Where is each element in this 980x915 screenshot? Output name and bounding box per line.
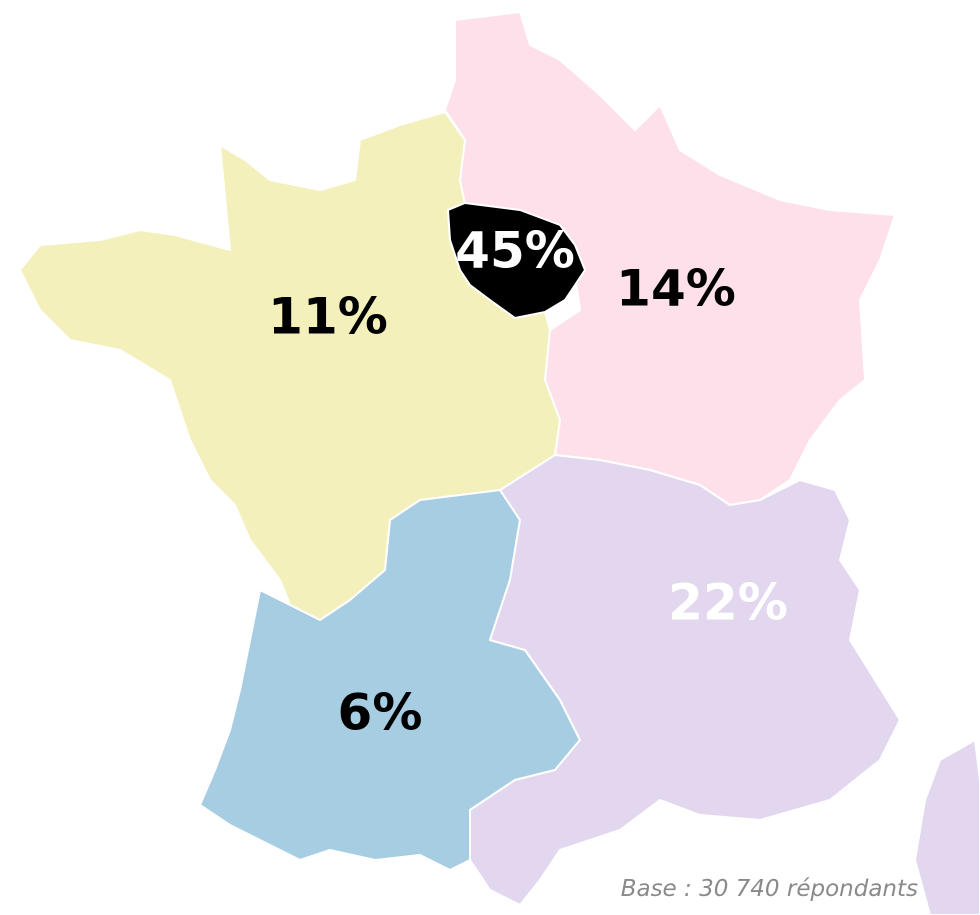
region-label: 6% bbox=[338, 684, 423, 742]
footnote: Base : 30 740 répondants bbox=[621, 876, 918, 902]
region-label: 11% bbox=[268, 288, 388, 346]
region-label: 14% bbox=[616, 260, 736, 318]
region-corsica bbox=[914, 739, 980, 915]
region-ile-de-france bbox=[447, 202, 586, 319]
region-label: 45% bbox=[455, 222, 575, 280]
region-southeast bbox=[469, 454, 901, 906]
region-label: 22% bbox=[668, 574, 788, 632]
